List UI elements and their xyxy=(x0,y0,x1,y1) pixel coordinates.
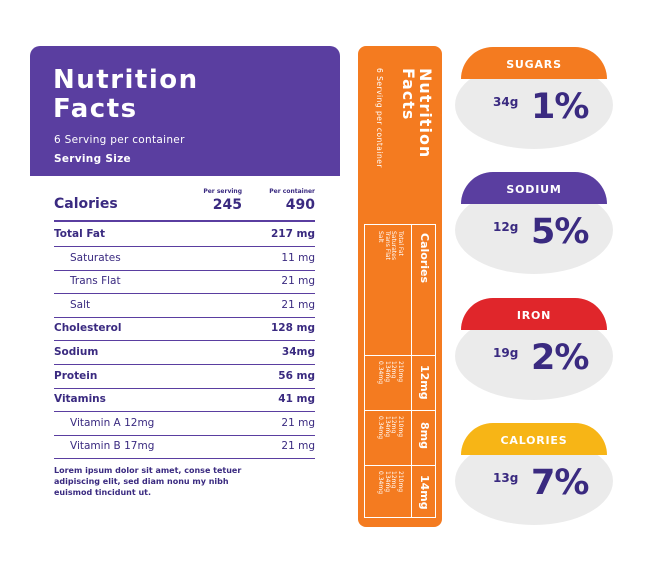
strip-calories-label: Calories xyxy=(418,233,431,284)
badge-cap xyxy=(461,423,607,455)
nutrient-value: 128 mg xyxy=(270,322,315,335)
nutrient-name: Cholesterol xyxy=(54,322,122,335)
nutrient-name: Total Fat xyxy=(54,228,106,240)
panel-title: Nutrition Facts xyxy=(53,65,199,124)
strip-column-divider xyxy=(411,225,412,517)
strip-amounts: 210mg 12mg 134mg 0.34mg xyxy=(377,416,405,440)
badge-amount: 12g xyxy=(493,220,519,234)
strip-calories-value: 12mg xyxy=(418,365,431,400)
footnote: Lorem ipsum dolor sit amet, conse tetuer… xyxy=(54,466,242,497)
badge-cap xyxy=(461,47,607,79)
nutrient-row: Salt 21 mg xyxy=(54,293,315,318)
nutrient-value: 34mg xyxy=(281,346,315,358)
nutrient-name: Saturates xyxy=(70,251,121,264)
strip-calories-value: 8mg xyxy=(418,422,431,449)
nutrient-name: Vitamin A 12mg xyxy=(70,416,155,429)
nutrient-row: Protein 56 mg xyxy=(54,364,315,389)
badge-iron: IRON 19g 2% xyxy=(455,298,613,400)
badge-percent: 5% xyxy=(531,212,589,252)
badge-calories: CALORIES 13g 7% xyxy=(455,423,613,525)
nutrient-row: Cholesterol 128 mg xyxy=(54,316,315,342)
calories-divider xyxy=(54,220,315,222)
nutrient-name: Salt xyxy=(70,298,91,311)
badge-amount: 13g xyxy=(493,471,519,485)
nutrient-name: Protein xyxy=(54,369,98,382)
nutrient-name: Sodium xyxy=(54,346,99,358)
strip-calories-value: 14mg xyxy=(418,475,431,510)
nutrient-value: 217 mg xyxy=(270,228,315,240)
nutrient-row: Saturates 11 mg xyxy=(54,246,315,271)
per-serving-value: 245 xyxy=(212,197,242,213)
nutrient-row: Vitamin B 17mg 21 mg xyxy=(54,434,315,460)
strip-amounts: 210mg 12mg 134mg 0.34mg xyxy=(377,361,405,385)
strip-header-items: Total Fat Saturates Trans Flat Salt xyxy=(377,231,405,260)
badge-sodium: SODIUM 12g 5% xyxy=(455,172,613,274)
nutrient-row: Vitamin A 12mg 21 mg xyxy=(54,411,315,436)
nutrient-row: Sodium 34mg xyxy=(54,340,315,365)
badge-amount: 34g xyxy=(493,95,519,109)
serving-size-label: Serving Size xyxy=(54,153,131,165)
strip-row-divider xyxy=(365,410,435,411)
strip-amounts: 210mg 12mg 134mg 0.34mg xyxy=(377,471,405,495)
serving-count: 6 Serving per container xyxy=(54,134,185,146)
rotated-nutrition-strip: Nutrition Facts 6 Serving per container … xyxy=(358,46,442,527)
nutrient-value: 11 mg xyxy=(281,251,315,264)
strip-row-divider xyxy=(365,355,435,356)
badge-label: SODIUM xyxy=(506,183,562,196)
nutrient-value: 21 mg xyxy=(281,440,315,453)
nutrient-row: Vitamins 41 mg xyxy=(54,387,315,413)
per-container-value: 490 xyxy=(285,197,315,213)
badge-cap xyxy=(461,172,607,204)
strip-table: Calories Total Fat Saturates Trans Flat … xyxy=(364,224,436,518)
nutrient-name: Trans Flat xyxy=(70,275,121,288)
badge-cap xyxy=(461,298,607,330)
strip-row-divider xyxy=(365,465,435,466)
strip-serving: 6 Serving per container xyxy=(375,68,384,168)
nutrient-row: Trans Flat 21 mg xyxy=(54,269,315,295)
badge-sugars: SUGARS 34g 1% xyxy=(455,47,613,149)
nutrient-name: Vitamins xyxy=(54,393,106,406)
badge-label: CALORIES xyxy=(500,434,568,447)
calories-label: Calories xyxy=(54,196,118,212)
badge-label: SUGARS xyxy=(506,58,562,71)
badge-label: IRON xyxy=(516,309,552,322)
nutrient-row: Total Fat 217 mg xyxy=(54,222,315,247)
badge-amount: 19g xyxy=(493,346,519,360)
nutrition-facts-header: Nutrition Facts 6 Serving per container … xyxy=(30,46,340,176)
nutrient-value: 21 mg xyxy=(281,298,315,311)
badge-percent: 2% xyxy=(531,338,589,378)
per-serving-label: Per serving xyxy=(203,188,242,195)
badge-percent: 7% xyxy=(531,463,589,503)
badge-percent: 1% xyxy=(531,87,589,127)
nutrient-value: 56 mg xyxy=(278,369,315,382)
nutrient-name: Vitamin B 17mg xyxy=(70,440,155,453)
nutrient-value: 41 mg xyxy=(278,393,315,406)
per-container-label: Per container xyxy=(269,188,315,195)
strip-title: Nutrition Facts xyxy=(399,68,435,159)
nutrient-value: 21 mg xyxy=(281,416,315,429)
nutrient-value: 21 mg xyxy=(281,275,315,288)
